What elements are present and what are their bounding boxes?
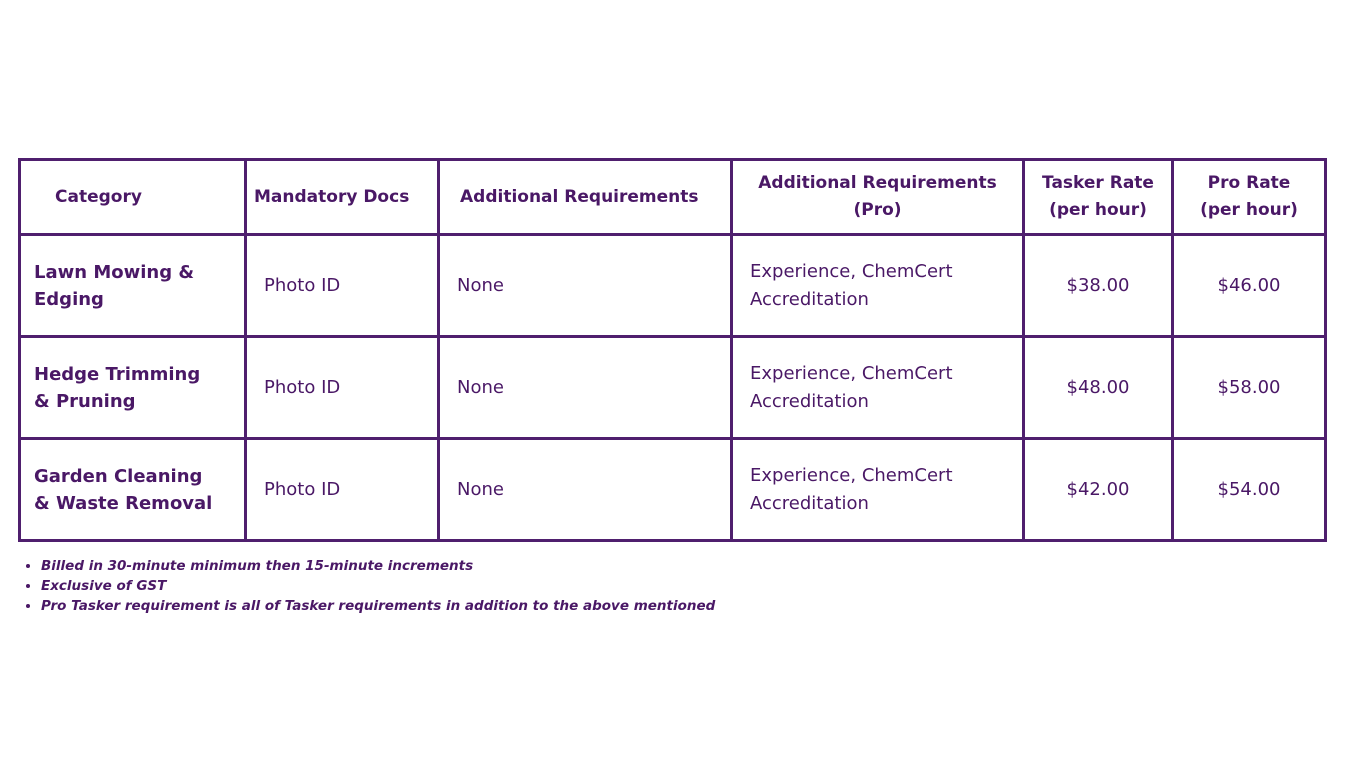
header-cell: Tasker Rate (per hour) (1022, 158, 1174, 236)
cell: None (437, 437, 733, 542)
note: Billed in 30-minute minimum then 15-minu… (41, 556, 715, 576)
row: Hedge Trimming & Pruning Photo ID None E… (18, 335, 1327, 440)
cell: Garden Cleaning & Waste Removal (18, 437, 247, 542)
header-cell: Additional Requirements (437, 158, 733, 236)
cell: $48.00 (1022, 335, 1174, 440)
cell: $54.00 (1171, 437, 1327, 542)
notes: Billed in 30-minute minimum then 15-minu… (22, 556, 715, 616)
cell: $42.00 (1022, 437, 1174, 542)
cell: Photo ID (244, 437, 440, 542)
row: Garden Cleaning & Waste Removal Photo ID… (18, 437, 1327, 542)
header-row: Category Mandatory Docs Additional Requi… (18, 158, 1327, 236)
cell: $46.00 (1171, 233, 1327, 338)
cell: Lawn Mowing & Edging (18, 233, 247, 338)
note: Pro Tasker requirement is all of Tasker … (41, 596, 715, 616)
note: Exclusive of GST (41, 576, 715, 596)
cell: Experience, ChemCert Accreditation (730, 335, 1025, 440)
cell: Photo ID (244, 335, 440, 440)
cell: Experience, ChemCert Accreditation (730, 233, 1025, 338)
header-cell: Mandatory Docs (244, 158, 440, 236)
cell: Hedge Trimming & Pruning (18, 335, 247, 440)
cell: Photo ID (244, 233, 440, 338)
header-cell: Category (18, 158, 247, 236)
rates-table: Category Mandatory Docs Additional Requi… (18, 158, 1327, 542)
cell: None (437, 233, 733, 338)
cell: $58.00 (1171, 335, 1327, 440)
cell: None (437, 335, 733, 440)
header-cell: Additional Requirements (Pro) (730, 158, 1025, 236)
cell: Experience, ChemCert Accreditation (730, 437, 1025, 542)
row: Lawn Mowing & Edging Photo ID None Exper… (18, 233, 1327, 338)
header-cell: Pro Rate (per hour) (1171, 158, 1327, 236)
cell: $38.00 (1022, 233, 1174, 338)
